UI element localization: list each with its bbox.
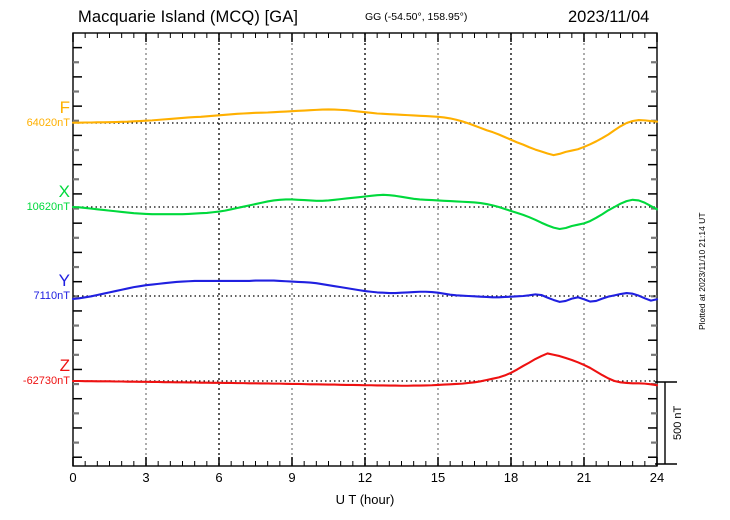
component-label-f: F 64020nT — [0, 99, 70, 129]
y-axis-ticks — [73, 46, 657, 458]
x-tick-label: 21 — [576, 470, 592, 485]
x-axis-title: U T (hour) — [335, 492, 395, 507]
data-traces — [71, 108, 659, 387]
component-label-z: Z -62730nT — [0, 357, 70, 387]
x-tick-label: 24 — [649, 470, 665, 485]
observation-date: 2023/11/04 — [568, 8, 650, 26]
x-tick-label: 9 — [288, 470, 296, 485]
component-baseline-value: -62730nT — [22, 375, 70, 387]
x-tick-label: 15 — [430, 470, 446, 485]
component-letter: Y — [58, 271, 70, 290]
component-letter: Z — [59, 356, 70, 375]
component-label-y: Y 7110nT — [0, 271, 71, 302]
x-axis-ticks — [72, 33, 658, 466]
component-label-x: X 10620nT — [0, 183, 70, 213]
grid-lines — [145, 33, 585, 466]
geographic-coordinates: GG (-54.50°, 158.95°) — [365, 11, 468, 23]
scale-bar — [655, 381, 677, 465]
component-letter: X — [58, 182, 70, 201]
x-tick-label: 12 — [357, 470, 373, 485]
component-baseline-value: 64020nT — [26, 117, 70, 129]
component-baseline-value: 7110nT — [33, 290, 71, 302]
baseline-dotted-lines — [73, 122, 657, 382]
page-title: Macquarie Island (MCQ) [GA] — [78, 8, 299, 26]
component-letter: F — [59, 98, 70, 117]
x-tick-label: 18 — [503, 470, 519, 485]
x-tick-label: 0 — [69, 470, 77, 485]
x-tick-label: 3 — [142, 470, 150, 485]
component-baseline-value: 10620nT — [26, 201, 70, 213]
x-tick-label: 6 — [215, 470, 223, 485]
